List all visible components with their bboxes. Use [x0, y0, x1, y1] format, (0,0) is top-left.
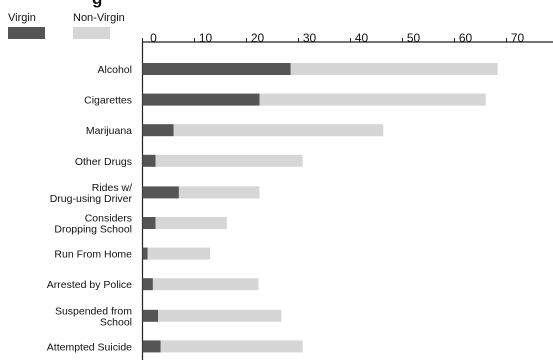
x-tick-label-60: 60 [459, 31, 473, 45]
bar-run-from-home-virgin [142, 247, 148, 260]
legend-label-virgin: Virgin [8, 12, 36, 24]
legend-label-non-virgin: Non-Virgin [73, 12, 125, 24]
x-tick-label-30: 30 [303, 31, 317, 45]
legend: Virgin Non-Virgin [8, 12, 125, 39]
category-label-line: Rides w/ [92, 182, 132, 194]
legend-swatch-virgin [8, 27, 45, 39]
bar-other-drugs-non-virgin [155, 154, 303, 167]
category-label-line: Suspended from [55, 305, 132, 317]
bar-attempted-suicide-virgin [142, 340, 161, 353]
x-tick-label-70: 70 [511, 31, 525, 45]
category-label-line: Dropping School [54, 224, 132, 236]
category-label-line: Run From Home [54, 249, 132, 261]
category-label-marijuana: Marijuana [86, 125, 132, 137]
bar-suspended-from-school-non-virgin [158, 309, 282, 322]
category-label-line: Alcohol [98, 64, 132, 76]
x-tick-label-10: 10 [199, 31, 213, 45]
bar-run-from-home-non-virgin [147, 247, 211, 260]
category-label-considers-dropping-school: Considers Dropping School [54, 213, 132, 236]
category-label-line: Cigarettes [84, 95, 132, 107]
bar-arrested-by-police-virgin [142, 278, 153, 291]
category-label-attempted-suicide: Attempted Suicide [47, 341, 132, 353]
category-label-line: Other Drugs [75, 156, 132, 168]
bar-marijuana-virgin [142, 124, 174, 137]
x-tick-label-50: 50 [407, 31, 421, 45]
category-label-line: Arrested by Police [47, 279, 132, 291]
category-label-run-from-home: Run From Home [54, 249, 132, 261]
category-labels: Alcohol Cigarettes Marijuana Other Drugs Rid… [47, 64, 133, 353]
bar-considers-dropping-school-virgin [142, 217, 156, 229]
bar-rides-w-drug-using-driver-non-virgin [178, 186, 260, 199]
category-label-suspended-from-school: Suspended from School [55, 305, 132, 328]
bars [142, 63, 498, 353]
category-label-line: Marijuana [86, 125, 132, 137]
bar-attempted-suicide-non-virgin [160, 340, 303, 353]
bar-arrested-by-police-non-virgin [152, 278, 259, 291]
category-label-line: School [100, 316, 132, 328]
x-tick-label-20: 20 [251, 31, 265, 45]
category-label-line: Drug-using Driver [50, 193, 133, 205]
bar-cigarettes-non-virgin [259, 93, 486, 106]
bar-cigarettes-virgin [142, 93, 260, 106]
x-axis: 01020304050607080 [141, 31, 553, 360]
category-label-cigarettes: Cigarettes [84, 95, 132, 107]
category-label-other-drugs: Other Drugs [75, 156, 132, 168]
legend-swatch-non-virgin [73, 27, 110, 39]
category-label-rides-w-drug-using-driver: Rides w/Drug-using Driver [50, 182, 133, 205]
bar-rides-w-drug-using-driver-virgin [142, 186, 179, 199]
bar-alcohol-non-virgin [290, 63, 498, 75]
chart-title: g [92, 0, 102, 9]
bar-alcohol-virgin [142, 63, 291, 75]
category-label-line: Attempted Suicide [47, 341, 132, 353]
category-label-alcohol: Alcohol [98, 64, 132, 76]
bar-other-drugs-virgin [142, 154, 156, 167]
bar-suspended-from-school-virgin [142, 309, 159, 322]
bar-considers-dropping-school-non-virgin [155, 217, 227, 229]
x-tick-label-40: 40 [355, 31, 369, 45]
x-tick-label-0: 0 [150, 31, 157, 45]
category-label-arrested-by-police: Arrested by Police [47, 279, 132, 291]
bar-marijuana-non-virgin [173, 124, 384, 137]
category-label-line: Considers [85, 213, 132, 225]
